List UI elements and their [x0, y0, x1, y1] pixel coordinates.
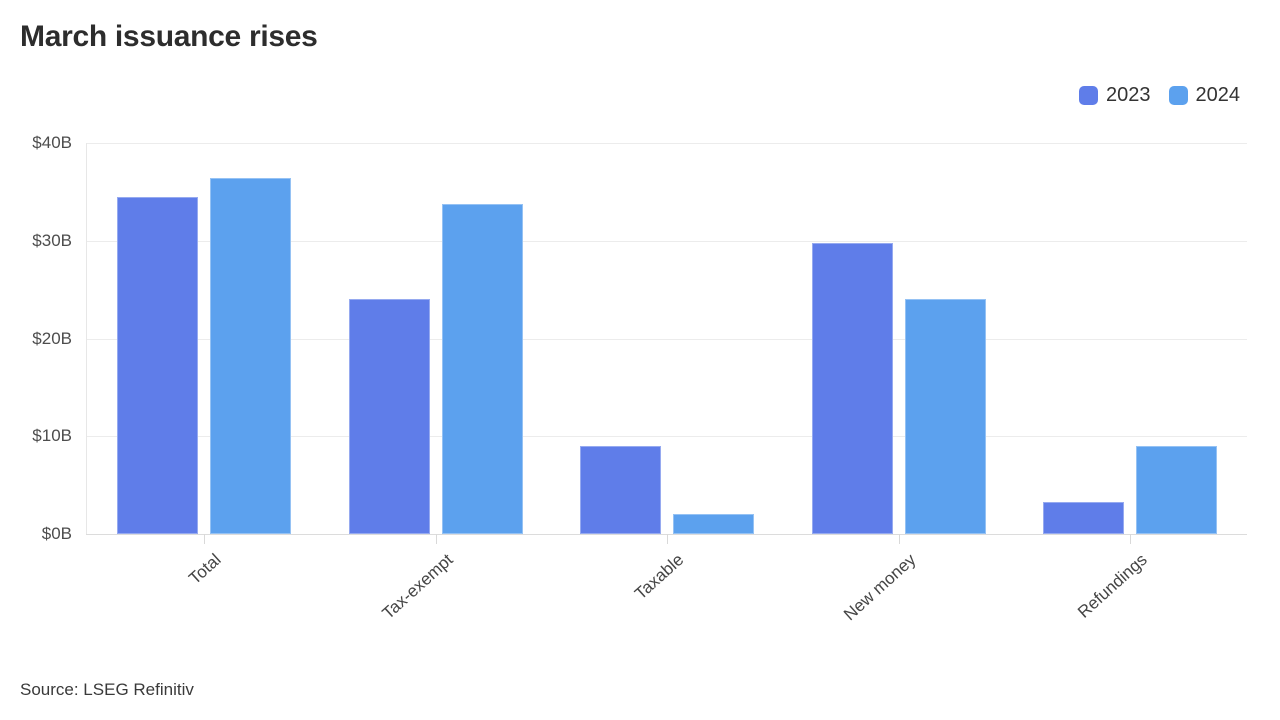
bar-2023-total [117, 196, 198, 534]
bar-2024-refundings [1136, 446, 1217, 534]
legend-item-2024: 2024 [1168, 84, 1241, 107]
gridline [86, 240, 1247, 242]
bar-2023-taxable [580, 446, 661, 534]
x-axis-label: Tax-exempt [378, 550, 457, 623]
gridline [86, 436, 1247, 438]
bar-2024-new-money [904, 299, 986, 534]
legend-swatch-icon [1168, 86, 1188, 105]
gridline [86, 143, 1247, 144]
legend-swatch-icon [1079, 86, 1098, 105]
y-axis-label: $30B [32, 230, 72, 250]
bar-2024-tax-exempt [441, 203, 523, 534]
bar-2023-new-money [811, 242, 893, 534]
x-axis-label: Total [185, 550, 225, 589]
y-axis-label: $20B [32, 328, 72, 348]
x-axis-tick [435, 534, 437, 544]
x-axis-tick [898, 534, 900, 544]
source-caption: Source: LSEG Refinitiv [20, 680, 194, 699]
x-axis-tick [204, 534, 205, 544]
legend-label: 2024 [1195, 84, 1241, 106]
x-axis-tick [1130, 534, 1131, 544]
y-axis-label: $0B [41, 524, 72, 543]
plot-area [86, 143, 1247, 535]
gridline [86, 338, 1247, 340]
gridline [86, 534, 1247, 535]
chart-title: March issuance rises [20, 20, 318, 53]
legend-label: 2023 [1106, 84, 1151, 106]
legend-item-2023: 2023 [1079, 84, 1151, 107]
y-axis-labels: $40B $30B $20B $10B $0B [0, 133, 72, 543]
bar-2024-taxable [673, 514, 754, 534]
bar-2023-tax-exempt [348, 299, 430, 534]
x-axis-label: Taxable [631, 550, 688, 604]
bar-2023-refundings [1043, 501, 1124, 534]
y-axis-label: $10B [32, 426, 72, 446]
x-axis-tick [667, 534, 668, 544]
y-axis-label: $40B [32, 133, 72, 152]
y-axis-line [86, 143, 87, 534]
chart-legend: 2023 2024 [1079, 84, 1240, 107]
bar-2024-total [210, 178, 291, 534]
x-axis-label: Refundings [1074, 550, 1151, 622]
x-axis-label: New money [839, 550, 920, 625]
